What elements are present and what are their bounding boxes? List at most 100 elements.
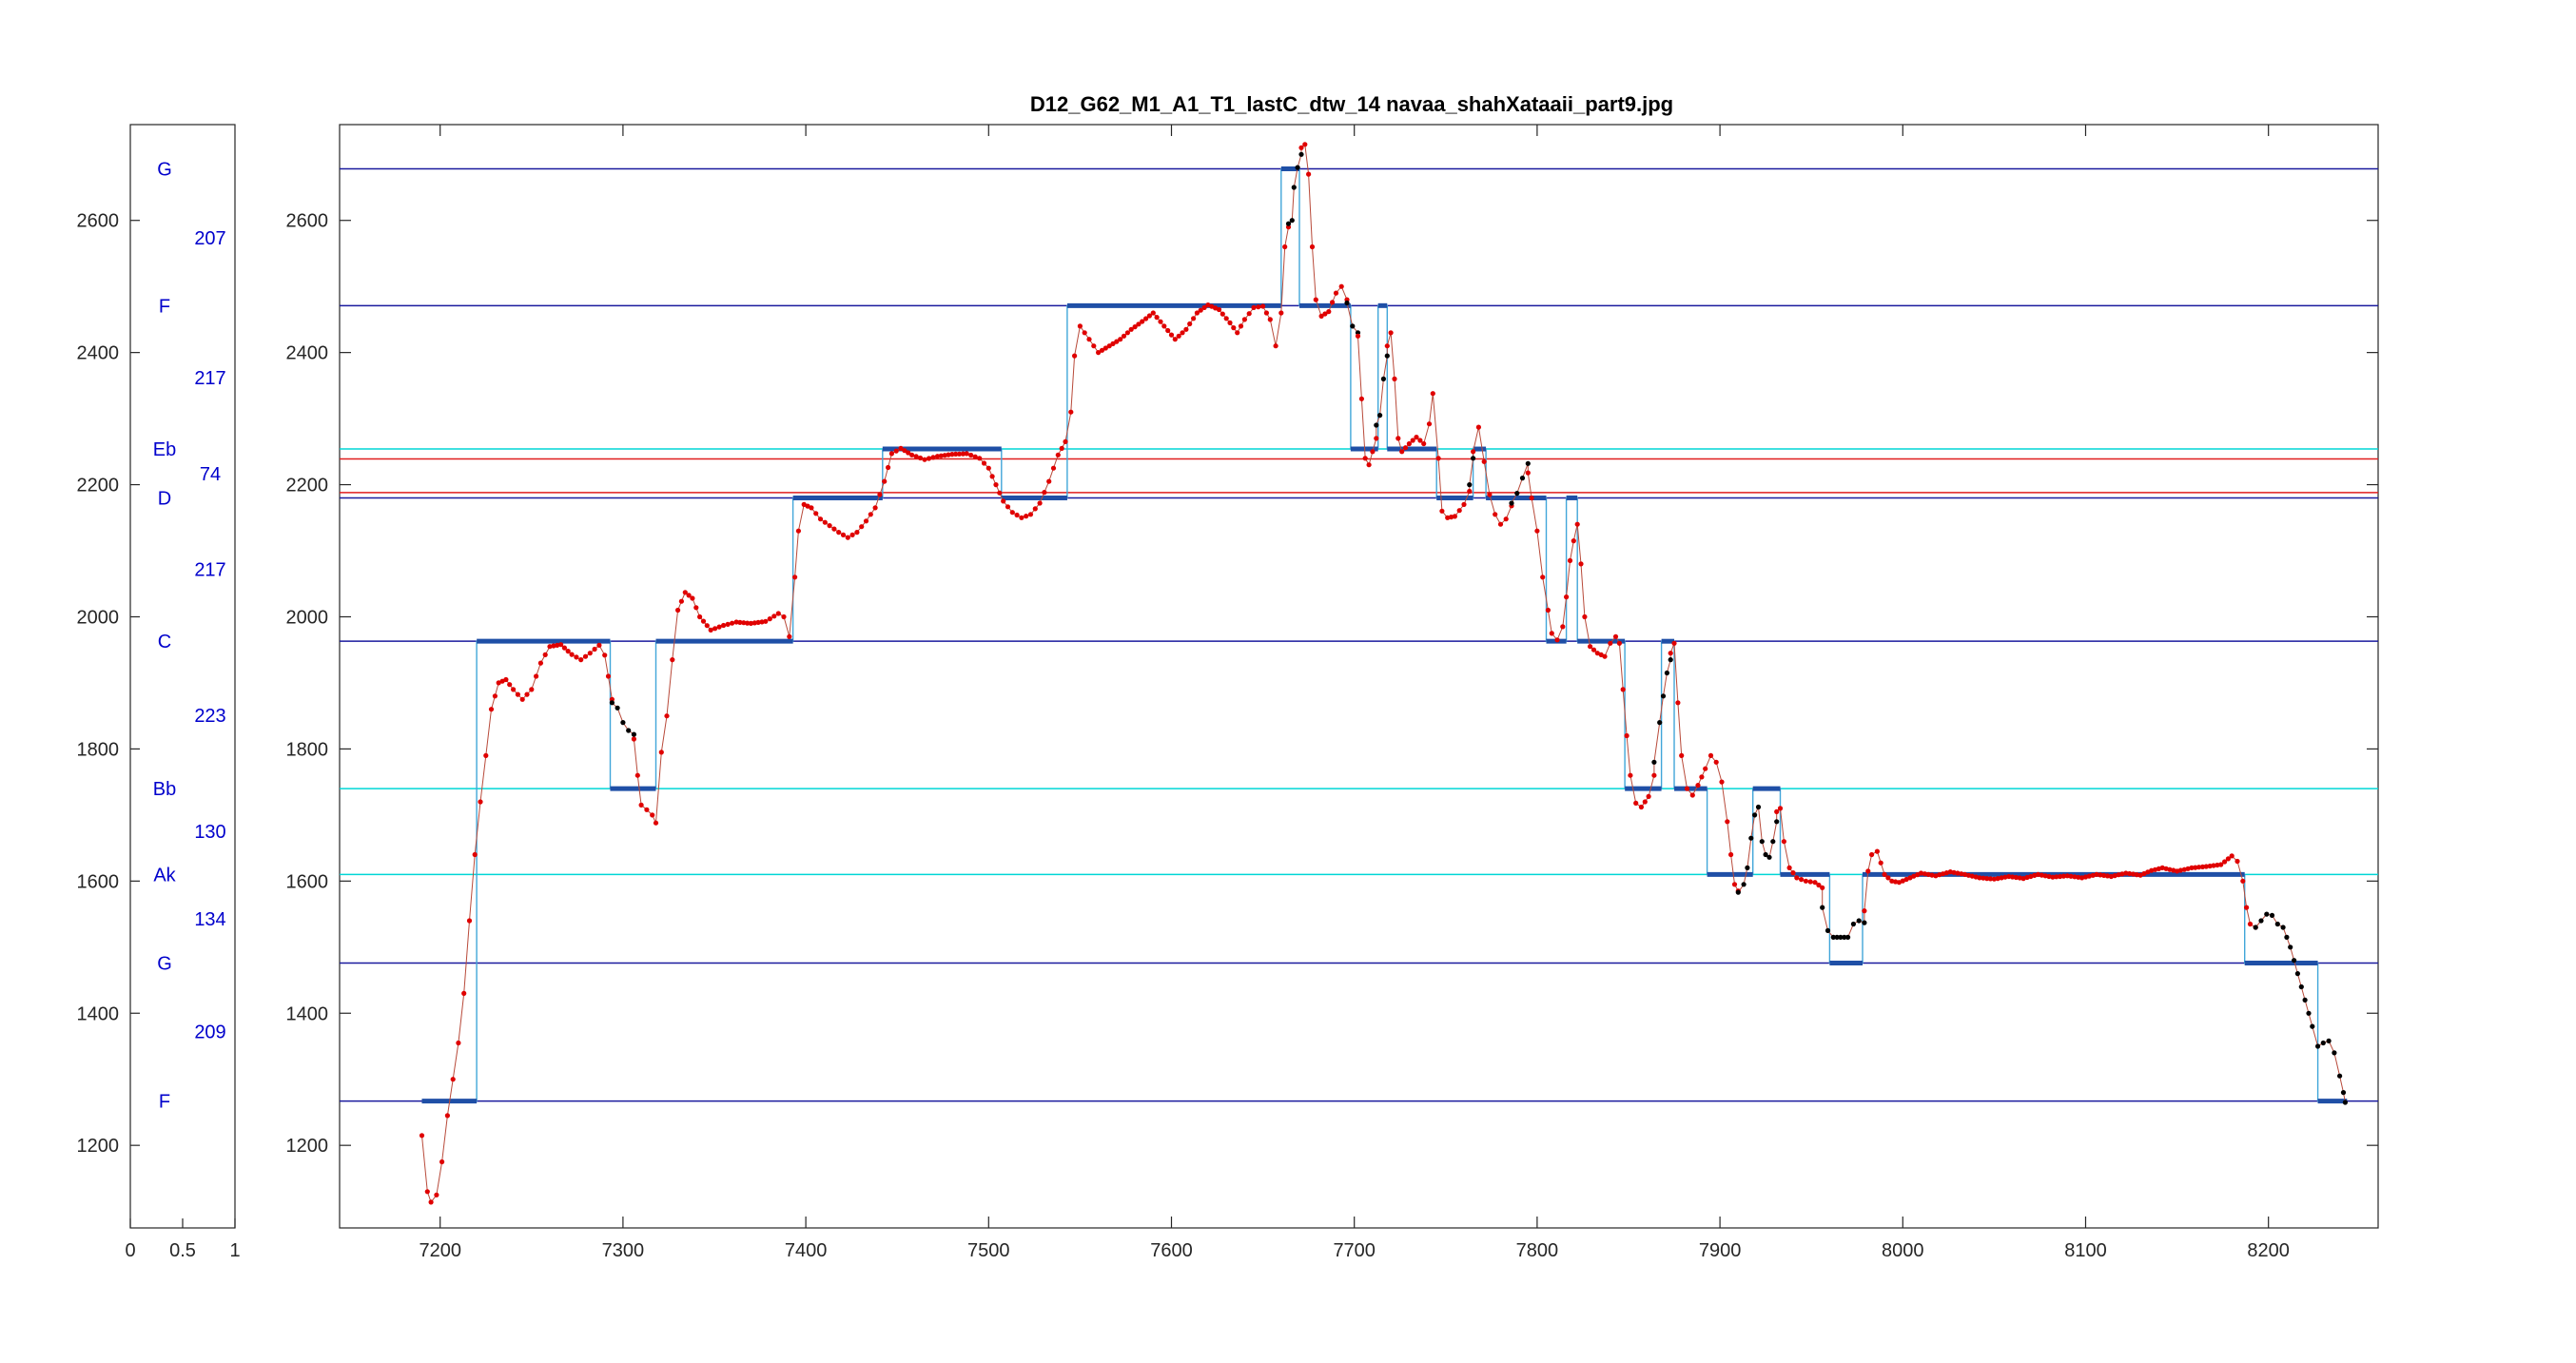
- pitch-point: [960, 451, 966, 457]
- pitch-point: [424, 1189, 430, 1195]
- pitch-point: [1282, 243, 1288, 250]
- pitch-point: [1150, 310, 1156, 316]
- left-y-tick-label: 2400: [77, 343, 120, 364]
- pitch-point: [1235, 330, 1240, 336]
- pitch-point: [805, 503, 810, 509]
- pitch-point: [748, 620, 754, 627]
- pitch-point: [2218, 862, 2224, 867]
- x-tick-label: 7700: [1333, 1240, 1376, 1261]
- pitch-point: [456, 1040, 461, 1046]
- pitch-point: [1019, 515, 1025, 520]
- pitch-point: [682, 590, 688, 595]
- pitch-point: [1534, 528, 1540, 534]
- pitch-point: [1238, 323, 1244, 329]
- pitch-point: [2101, 872, 2107, 879]
- pitch-segment-17: [1820, 905, 1867, 941]
- pitch-point: [1549, 631, 1554, 636]
- x-tick-label: 7600: [1150, 1240, 1193, 1261]
- pitch-point: [1231, 325, 1237, 331]
- pitch-point: [1223, 316, 1229, 321]
- x-tick-label: 7300: [602, 1240, 645, 1261]
- pitch-point: [1725, 819, 1730, 825]
- pitch-point: [1216, 306, 1222, 313]
- pitch-point: [1608, 640, 1613, 646]
- pitch-point: [949, 452, 955, 458]
- pitch-point: [582, 653, 589, 659]
- x-tick-label: 7800: [1516, 1240, 1559, 1261]
- pitch-point: [419, 1133, 425, 1139]
- pitch-point: [700, 618, 707, 624]
- pitch-point: [997, 490, 1003, 496]
- pitch-point: [524, 691, 530, 697]
- note-panel-y-ticks: 1200 1400 1600 1800 2000 2200 2400 2600: [77, 211, 140, 1157]
- pitch-point: [817, 516, 824, 522]
- pitch-point: [1699, 774, 1705, 780]
- pitch-point: [1962, 871, 1968, 878]
- pitch-point: [981, 460, 987, 466]
- pitch-point: [2060, 873, 2066, 879]
- pitch-point: [1781, 839, 1786, 845]
- pitch-point: [1834, 934, 1840, 941]
- pitch-point: [1675, 700, 1681, 706]
- pitch-point: [1493, 512, 1498, 517]
- pitch-point: [1009, 510, 1015, 516]
- pitch-point: [938, 453, 944, 458]
- pitch-point: [1529, 495, 1534, 501]
- pitch-point: [1313, 297, 1318, 302]
- pitch-point: [730, 620, 735, 626]
- pitch-point: [434, 1192, 439, 1197]
- pitch-point: [872, 505, 878, 511]
- pitch-point: [2020, 876, 2026, 882]
- pitch-point: [1059, 445, 1064, 451]
- pitch-segment-13: [1651, 657, 1673, 765]
- pitch-point: [1042, 490, 1047, 496]
- pitch-point: [1399, 449, 1405, 455]
- pitch-point: [1358, 396, 1364, 401]
- pitch-point: [1766, 854, 1772, 860]
- interval-value-label: 130: [194, 822, 225, 843]
- pitch-point: [1862, 920, 1867, 925]
- pitch-point: [1582, 613, 1588, 620]
- pitch-point: [827, 523, 832, 529]
- pitch-point: [1874, 848, 1880, 854]
- pitch-point: [1799, 877, 1805, 883]
- pitch-point: [529, 687, 535, 692]
- pitch-point: [1929, 872, 1935, 878]
- pitch-point: [1719, 779, 1725, 785]
- pitch-point: [1748, 835, 1754, 841]
- pitch-point: [690, 595, 695, 601]
- note-name-label: G: [157, 953, 172, 974]
- pitch-point: [1435, 456, 1441, 461]
- pitch-point: [519, 696, 525, 702]
- pitch-point: [1114, 339, 1120, 344]
- pitch-point: [1664, 670, 1669, 676]
- pitch-point: [1452, 514, 1457, 519]
- pitch-point: [1969, 873, 1975, 879]
- pitch-point: [2006, 873, 2012, 880]
- pitch-point: [1128, 326, 1134, 332]
- pitch-point: [1445, 515, 1451, 520]
- pitch-point: [1260, 303, 1266, 309]
- pitch-point: [2269, 912, 2275, 919]
- pitch-point: [849, 532, 855, 538]
- pitch-point: [1187, 321, 1193, 327]
- pitch-point: [1118, 337, 1123, 342]
- pitch-point: [886, 464, 891, 471]
- pitch-point: [1628, 772, 1633, 778]
- pitch-point: [631, 731, 637, 737]
- note-name-label: G: [157, 160, 172, 181]
- pitch-point: [2072, 874, 2078, 880]
- pitch-point: [2253, 925, 2258, 930]
- pitch-point: [1220, 311, 1225, 317]
- pitch-point: [537, 660, 544, 666]
- pitch-point: [1099, 347, 1105, 353]
- pitch-point: [1298, 151, 1304, 157]
- pitch-point: [1333, 290, 1339, 296]
- pitch-point: [1731, 882, 1738, 887]
- pitch-point: [1995, 876, 2000, 882]
- interval-value-label: 223: [194, 706, 225, 727]
- pitch-point: [1955, 870, 1961, 876]
- pitch-point: [653, 820, 659, 826]
- pitch-point: [574, 654, 579, 660]
- pitch-point: [444, 1113, 450, 1119]
